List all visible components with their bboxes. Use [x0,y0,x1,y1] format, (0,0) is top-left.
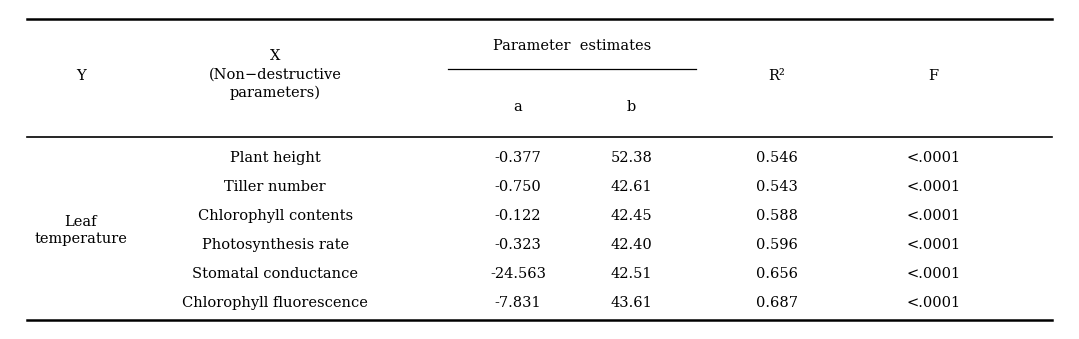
Text: 42.51: 42.51 [611,267,652,281]
Text: -0.377: -0.377 [494,152,542,165]
Text: -0.122: -0.122 [494,209,542,223]
Text: -0.323: -0.323 [494,238,542,252]
Text: X
(Non−destructive
parameters): X (Non−destructive parameters) [208,49,342,100]
Text: Leaf
temperature: Leaf temperature [35,215,127,246]
Text: <.0001: <.0001 [906,209,960,223]
Text: <.0001: <.0001 [906,238,960,252]
Text: a: a [514,100,522,114]
Text: R²: R² [768,69,786,83]
Text: <.0001: <.0001 [906,152,960,165]
Text: 0.656: 0.656 [756,267,797,281]
Text: F: F [928,69,939,83]
Text: Photosynthesis rate: Photosynthesis rate [202,238,349,252]
Text: -7.831: -7.831 [494,296,542,310]
Text: Stomatal conductance: Stomatal conductance [192,267,358,281]
Text: 0.588: 0.588 [756,209,797,223]
Text: Chlorophyll contents: Chlorophyll contents [197,209,353,223]
Text: -24.563: -24.563 [490,267,546,281]
Text: 42.40: 42.40 [611,238,652,252]
Text: 0.687: 0.687 [756,296,797,310]
Text: <.0001: <.0001 [906,267,960,281]
Text: Chlorophyll fluorescence: Chlorophyll fluorescence [182,296,368,310]
Text: Parameter  estimates: Parameter estimates [493,39,651,53]
Text: 42.61: 42.61 [611,180,652,194]
Text: 0.546: 0.546 [756,152,797,165]
Text: 0.543: 0.543 [756,180,797,194]
Text: b: b [627,100,636,114]
Text: Plant height: Plant height [230,152,320,165]
Text: <.0001: <.0001 [906,296,960,310]
Text: <.0001: <.0001 [906,180,960,194]
Text: 0.596: 0.596 [756,238,797,252]
Text: 52.38: 52.38 [611,152,652,165]
Text: 43.61: 43.61 [611,296,652,310]
Text: Tiller number: Tiller number [224,180,326,194]
Text: Y: Y [76,69,86,83]
Text: 42.45: 42.45 [611,209,652,223]
Text: -0.750: -0.750 [494,180,542,194]
